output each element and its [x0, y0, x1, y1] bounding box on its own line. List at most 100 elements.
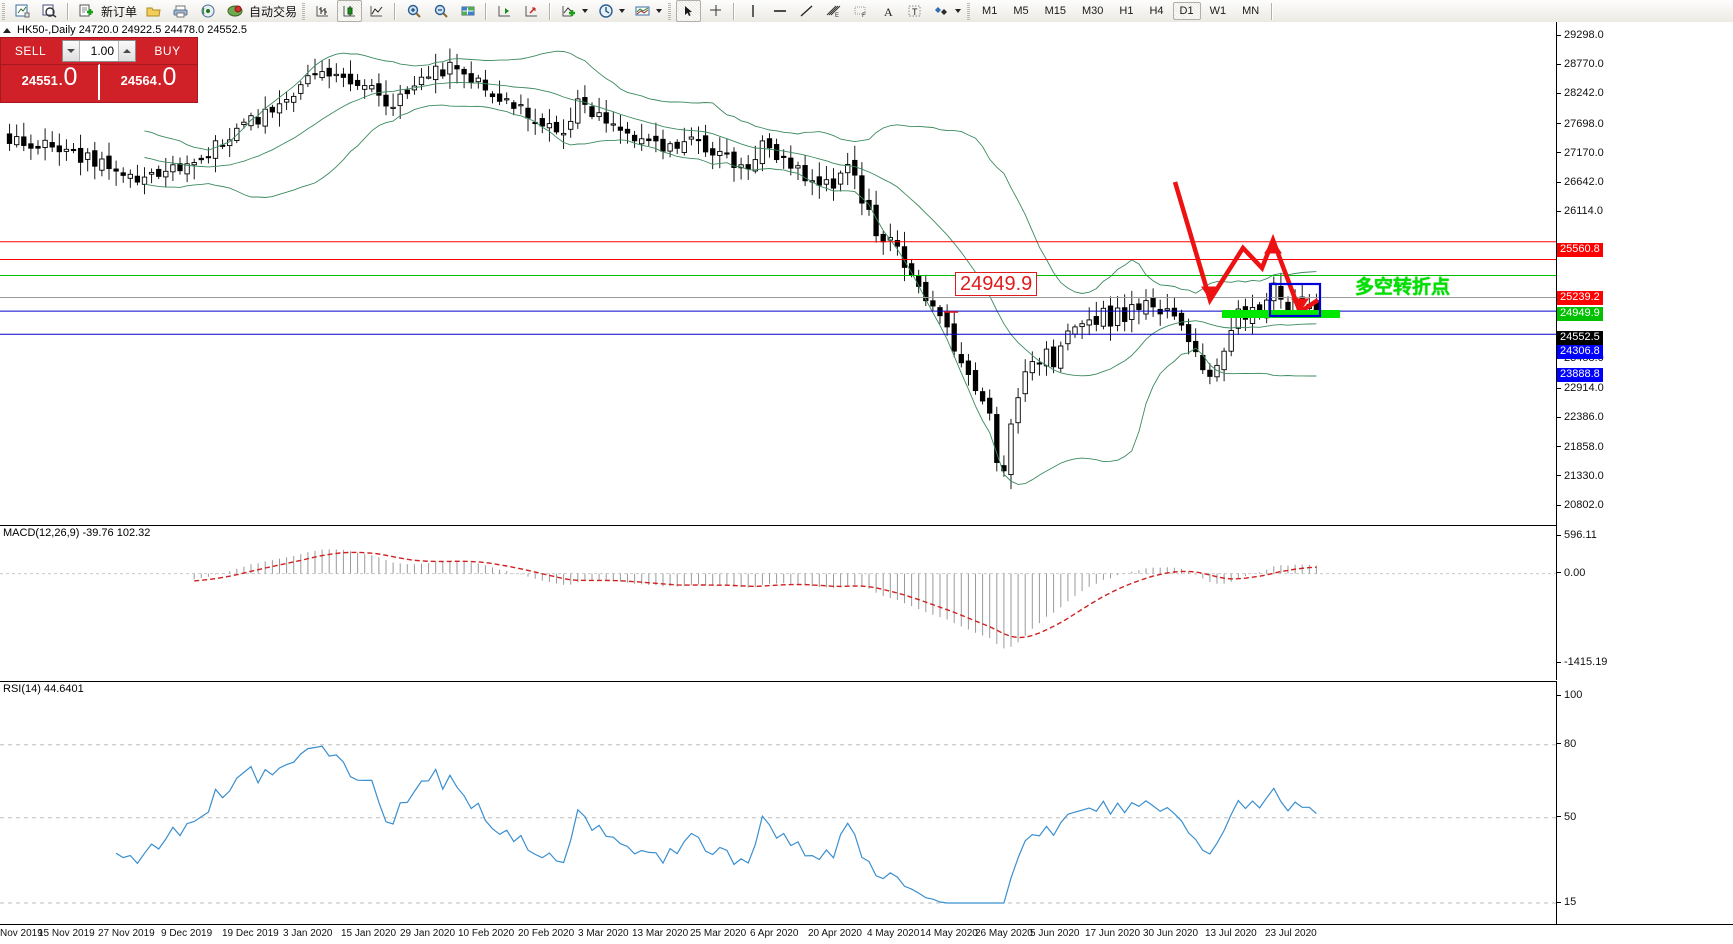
- date-axis-label: 15 Jan 2020: [341, 928, 397, 939]
- trendline-icon[interactable]: [794, 0, 819, 22]
- price-chart-pane[interactable]: [0, 22, 1556, 526]
- buy-price-separator: .: [157, 73, 162, 88]
- zoom-out-icon[interactable]: [428, 0, 453, 22]
- sell-price-decimal: 0: [63, 63, 78, 91]
- period-clock-icon[interactable]: [593, 0, 618, 22]
- price-level-tag[interactable]: 24306.8: [1557, 345, 1603, 359]
- macd-axis[interactable]: 596.11 0.00 -1415.19: [1556, 525, 1733, 680]
- cursor-icon[interactable]: [676, 0, 702, 22]
- macd-caption: MACD(12,26,9) -39.76 102.32: [3, 527, 151, 539]
- toolbar-separator-4: [485, 2, 488, 20]
- price-chart-canvas: [0, 48, 1556, 490]
- one-click-top-row: SELL 1.00 BUY: [1, 38, 197, 64]
- hline-icon[interactable]: [767, 0, 792, 22]
- green-zone-box: [1222, 310, 1340, 318]
- indicator-dropdown-caret-icon[interactable]: [582, 9, 589, 13]
- candle-chart-icon[interactable]: [337, 0, 363, 22]
- autotrade-icon[interactable]: [222, 0, 247, 22]
- new-chart-icon[interactable]: [10, 0, 35, 22]
- bar-chart-icon[interactable]: [310, 0, 335, 22]
- date-axis-label: 23 Jul 2020: [1265, 928, 1317, 939]
- timeframe-mn[interactable]: MN: [1242, 5, 1260, 17]
- timeframe-m30[interactable]: M30: [1082, 5, 1104, 17]
- macd-axis-tick: 596.11: [1557, 529, 1597, 541]
- timeframe-m5[interactable]: M5: [1013, 5, 1029, 17]
- price-axis-tick: 26642.0: [1557, 176, 1604, 188]
- channel-icon[interactable]: F: [848, 0, 873, 22]
- toolbar-separator-3: [394, 2, 397, 20]
- price-axis-tick: 28242.0: [1557, 87, 1604, 99]
- vline-icon[interactable]: [740, 0, 765, 22]
- rsi-pane[interactable]: [0, 681, 1556, 926]
- chinese-note-annotation[interactable]: 多空转折点: [1355, 277, 1451, 298]
- timeframe-m1[interactable]: M1: [982, 5, 998, 17]
- rsi-axis-tick: 15: [1557, 896, 1576, 908]
- timeframe-h1[interactable]: H1: [1119, 5, 1134, 17]
- line-chart-icon[interactable]: [364, 0, 389, 22]
- buy-button[interactable]: BUY: [154, 44, 181, 58]
- folder-icon[interactable]: [141, 0, 166, 22]
- one-click-trading-panel[interactable]: SELL 1.00 BUY 24551 . 0 24564 . 0: [0, 37, 198, 103]
- new-order-icon[interactable]: [74, 0, 99, 22]
- volume-decrease-button[interactable]: [63, 41, 80, 61]
- date-axis-label: 3 Jan 2020: [283, 928, 333, 939]
- fibo-icon[interactable]: E: [821, 0, 846, 22]
- printer-icon[interactable]: [168, 0, 193, 22]
- date-axis-label: 14 May 2020: [920, 928, 978, 939]
- toolbar-grip[interactable]: [2, 2, 5, 20]
- toolbar-grip-3[interactable]: [668, 2, 672, 20]
- new-order-label[interactable]: 新订单: [101, 4, 138, 19]
- chart-search-icon[interactable]: [37, 0, 62, 22]
- grid-icon[interactable]: [455, 0, 480, 22]
- svg-text:T: T: [912, 7, 918, 17]
- timeframe-m15[interactable]: M15: [1044, 5, 1066, 17]
- autotrade-label[interactable]: 自动交易: [249, 4, 298, 19]
- shapes-dropdown-caret-icon[interactable]: [955, 9, 962, 13]
- rsi-axis[interactable]: 100 80 50 15: [1556, 681, 1733, 924]
- sell-price[interactable]: 24551 . 0: [1, 64, 100, 100]
- macd-pane[interactable]: [0, 525, 1556, 682]
- toolbar-separator-7: [1271, 2, 1274, 20]
- indicator-add-icon[interactable]: [556, 0, 581, 22]
- templates-icon[interactable]: [630, 0, 655, 22]
- date-axis-label: 4 May 2020: [867, 928, 920, 939]
- text-icon[interactable]: A: [875, 0, 900, 22]
- price-axis-tick: 20802.0: [1557, 499, 1604, 511]
- toolbar-grip-4[interactable]: [967, 2, 971, 20]
- toolbar-grip-2[interactable]: [302, 2, 306, 20]
- date-axis-label: 20 Feb 2020: [518, 928, 575, 939]
- main-toolbar[interactable]: 新订单 自动交易: [0, 0, 1733, 23]
- volume-value[interactable]: 1.00: [90, 44, 114, 58]
- price-axis[interactable]: 29298.0 28770.0 28242.0 27698.0 27170.0 26642…: [1556, 22, 1733, 525]
- collapse-triangle-icon[interactable]: [3, 27, 11, 33]
- label-icon[interactable]: T: [902, 0, 927, 22]
- price-axis-tick: 21858.0: [1557, 441, 1604, 453]
- crosshair-icon[interactable]: [703, 0, 728, 22]
- zoom-in-icon[interactable]: [401, 0, 426, 22]
- price-level-tag[interactable]: 24552.5: [1557, 331, 1603, 345]
- volume-stepper[interactable]: 1.00: [62, 40, 136, 62]
- price-level-tag[interactable]: 23888.8: [1557, 368, 1603, 382]
- period-dropdown-caret-icon[interactable]: [619, 9, 626, 13]
- date-axis-label: 17 Jun 2020: [1085, 928, 1141, 939]
- rsi-axis-tick: 80: [1557, 738, 1576, 750]
- sell-price-integer: 24551: [21, 73, 58, 88]
- signal-icon[interactable]: [195, 0, 220, 22]
- price-level-tag[interactable]: 25239.2: [1557, 291, 1603, 305]
- autoscroll-icon[interactable]: [519, 0, 544, 22]
- volume-increase-button[interactable]: [118, 41, 135, 61]
- price-level-tag[interactable]: 24949.9: [1557, 307, 1603, 321]
- price-callout-annotation[interactable]: 24949.9: [955, 272, 1038, 296]
- timeframe-d1[interactable]: D1: [1172, 2, 1201, 20]
- sell-button[interactable]: SELL: [14, 44, 47, 58]
- shapes-icon[interactable]: [929, 0, 954, 22]
- svg-text:E: E: [835, 13, 839, 18]
- shift-icon[interactable]: [492, 0, 517, 22]
- timeframe-h4[interactable]: H4: [1149, 5, 1164, 17]
- date-axis[interactable]: Nov 2019 15 Nov 2019 27 Nov 2019 9 Dec 2019…: [0, 924, 1733, 944]
- price-level-tag[interactable]: 25560.8: [1557, 243, 1603, 257]
- buy-price[interactable]: 24564 . 0: [100, 64, 197, 100]
- date-axis-label: 19 Dec 2019: [222, 928, 279, 939]
- timeframe-w1[interactable]: W1: [1209, 5, 1227, 17]
- templates-dropdown-caret-icon[interactable]: [656, 9, 663, 13]
